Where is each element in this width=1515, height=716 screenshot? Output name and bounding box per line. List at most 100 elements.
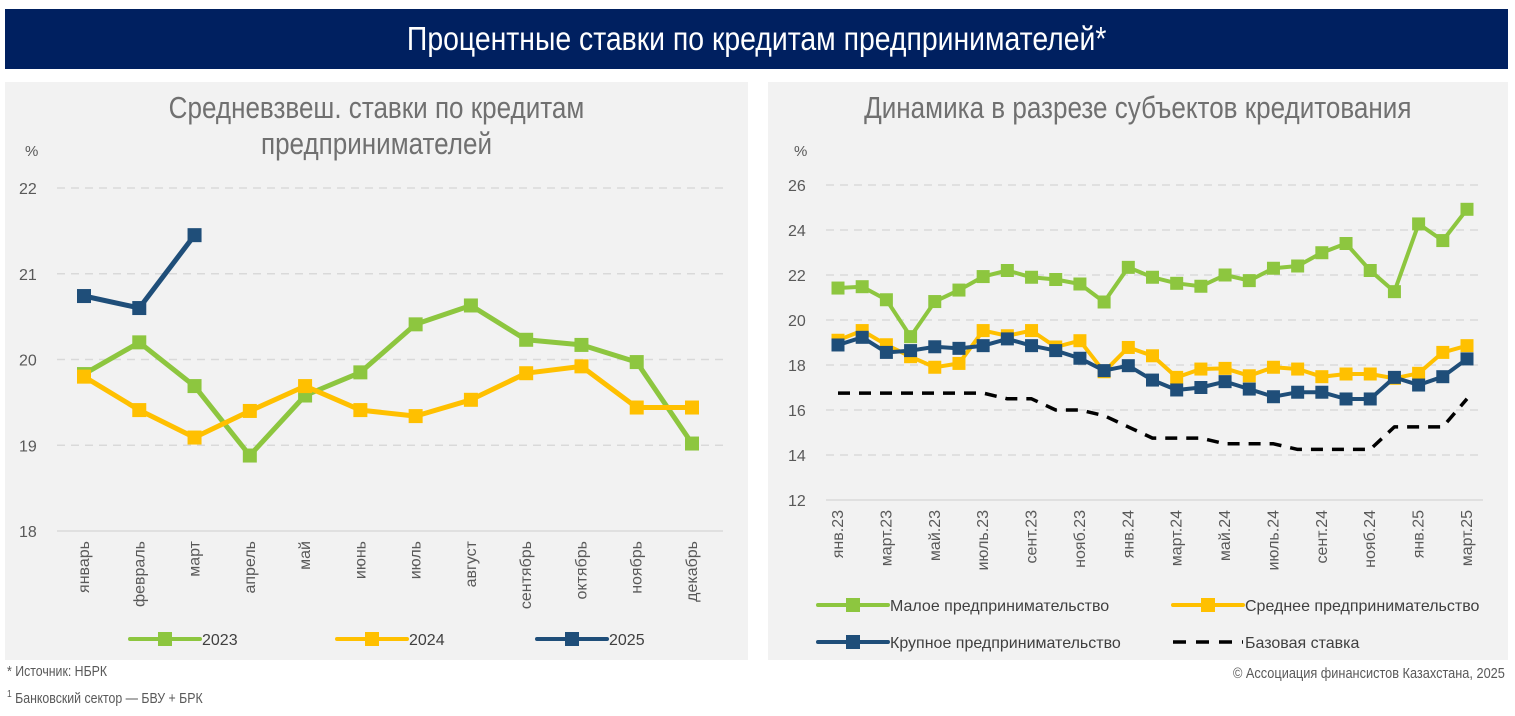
y-tick-label: 12: [788, 493, 806, 510]
legend-item: 2023: [128, 632, 238, 649]
x-tick-label: март.25: [1459, 510, 1476, 566]
data-point: [904, 330, 918, 344]
data-point: [1194, 362, 1208, 376]
data-point: [1121, 260, 1135, 274]
data-point: [1073, 277, 1087, 291]
data-point: [952, 283, 966, 297]
y-tick-label: 16: [788, 403, 806, 420]
data-point: [1170, 370, 1184, 384]
data-point: [1387, 370, 1401, 384]
data-point: [1170, 276, 1184, 290]
x-tick-label: сент.24: [1314, 510, 1331, 564]
y-axis-unit: %: [25, 143, 38, 160]
data-point: [1266, 360, 1280, 374]
data-point: [1170, 383, 1184, 397]
x-tick-label: сентябрь: [518, 541, 535, 609]
data-point: [1146, 373, 1159, 387]
data-point: [353, 403, 368, 418]
data-point: [132, 335, 147, 350]
data-point: [928, 340, 942, 354]
series-line: [82, 303, 695, 458]
x-tick-label: март.23: [878, 510, 895, 566]
legend-label: 2023: [202, 632, 238, 649]
data-point: [77, 289, 91, 304]
data-point: [1387, 285, 1401, 299]
data-point: [1146, 349, 1159, 363]
x-tick-label: янв.23: [830, 510, 847, 558]
data-point: [1291, 385, 1305, 399]
data-point: [855, 280, 869, 294]
y-tick-label: 18: [19, 524, 37, 541]
data-point: [1218, 375, 1232, 389]
data-point: [1073, 334, 1087, 348]
x-tick-label: май.24: [1217, 510, 1234, 561]
data-point: [574, 337, 589, 352]
source-footnote-text: * Источник: НБРК: [7, 664, 108, 680]
data-point: [1460, 352, 1474, 366]
x-tick-label: август: [463, 540, 480, 587]
legend-label: Малое предпринимательство: [890, 598, 1109, 615]
copyright: © Ассоциация финансистов Казахстана, 202…: [1185, 665, 1505, 682]
x-tick-label: янв.24: [1120, 510, 1137, 558]
data-point: [1049, 344, 1063, 358]
data-point: [1339, 237, 1353, 250]
legend-item: Крупное предпринимательство: [816, 635, 1121, 652]
data-point: [1000, 332, 1014, 346]
legend-label: 2025: [609, 632, 645, 649]
data-point: [1436, 345, 1450, 359]
legend-label: Базовая ставка: [1245, 635, 1360, 652]
y-axis-unit: %: [794, 143, 807, 160]
legend-label: 2024: [409, 632, 445, 649]
data-point: [976, 339, 990, 353]
left-chart-panel: Средневзвеш. ставки по кредитам предприн…: [5, 82, 748, 660]
data-point: [1436, 370, 1450, 384]
data-point: [629, 400, 644, 415]
data-point: [1363, 392, 1377, 406]
data-point: [1049, 273, 1063, 286]
legend-item: 2025: [535, 632, 645, 649]
data-point: [1339, 367, 1353, 381]
data-point: [1097, 295, 1111, 309]
right-chart-title-text: Динамика в разрезе субъектов кредитовани…: [864, 90, 1412, 125]
legend-item: Малое предпринимательство: [816, 598, 1109, 615]
data-point: [463, 298, 478, 313]
x-tick-label: ноябрь: [629, 541, 646, 594]
data-point: [519, 332, 534, 347]
data-point: [1146, 270, 1159, 284]
data-point: [408, 409, 423, 424]
x-tick-label: июль.23: [975, 510, 992, 571]
right-chart: % 12 14 16 18 20 22 24 26 янв.23 март.23 май.23 июль…: [788, 143, 1483, 652]
data-point: [1073, 351, 1087, 365]
y-tick-label: 21: [19, 267, 37, 284]
legend-item: Базовая ставка: [1173, 635, 1360, 652]
series-line: [82, 363, 692, 440]
x-tick-label: декабрь: [684, 541, 701, 602]
data-point: [1363, 367, 1377, 381]
x-tick-label: янв.25: [1411, 510, 1428, 558]
legend-item: Среднее предпринимательство: [1171, 598, 1480, 615]
data-point: [879, 345, 893, 359]
data-point: [904, 344, 918, 358]
data-point: [976, 324, 990, 338]
data-point: [976, 270, 990, 284]
y-tick-label: 18: [788, 358, 806, 375]
page-header: Процентные ставки по кредитам предприним…: [5, 9, 1508, 69]
data-point: [1315, 246, 1329, 260]
y-tick-label: 20: [19, 353, 37, 370]
y-tick-label: 22: [788, 268, 806, 285]
data-point: [1121, 340, 1135, 354]
data-point: [1242, 369, 1256, 383]
legend-swatch-marker: [1201, 598, 1215, 612]
data-point: [187, 379, 202, 394]
data-point: [1000, 264, 1014, 277]
data-point: [1363, 264, 1377, 277]
data-point: [298, 379, 313, 394]
data-point: [1460, 339, 1474, 353]
data-point: [685, 436, 699, 451]
data-point: [831, 338, 845, 352]
legend-swatch-marker: [846, 635, 860, 649]
y-tick-label: 19: [19, 438, 37, 455]
series-line-base-rate: [838, 391, 1469, 452]
data-point: [952, 341, 966, 355]
right-chart-panel: Динамика в разрезе субъектов кредитовани…: [768, 82, 1508, 660]
